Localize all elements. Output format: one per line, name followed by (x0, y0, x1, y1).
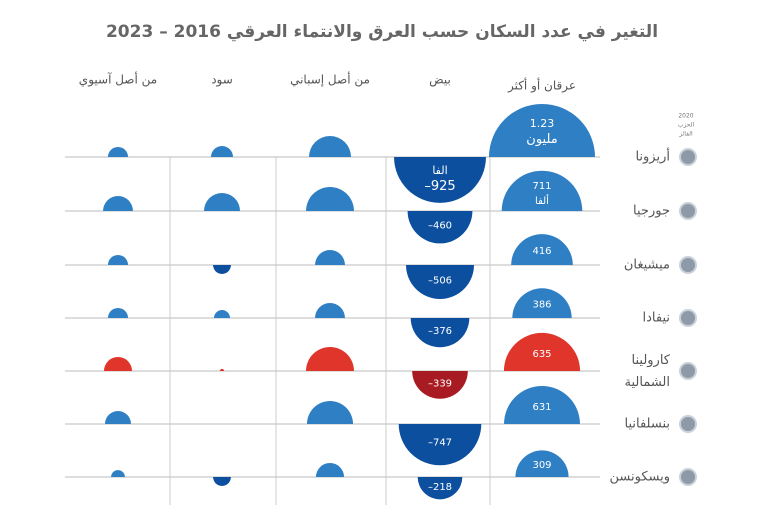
value-label: الفا –925 (424, 164, 455, 194)
party-icon (679, 148, 697, 166)
column-header: سود (211, 73, 233, 88)
semicircle (412, 371, 468, 399)
semicircle (309, 136, 351, 157)
semicircle (105, 411, 131, 424)
value-label: 711 ألفا (532, 181, 551, 207)
semicircle (213, 265, 231, 274)
semicircle (107, 146, 129, 157)
semicircle (512, 288, 572, 318)
value-label: 635 (532, 349, 551, 360)
value-label: 416 (532, 246, 551, 257)
note-text: الفائز (678, 131, 693, 138)
party-icon (679, 309, 697, 327)
party-icon (679, 202, 697, 220)
semicircle (306, 347, 354, 371)
semicircle (315, 250, 345, 265)
semicircle (406, 265, 474, 299)
semicircle (511, 234, 573, 265)
semicircle (210, 145, 234, 157)
semicircle (103, 196, 133, 211)
value-label: 631 (532, 402, 551, 413)
note-text: الحزب (678, 122, 695, 129)
semicircle (315, 462, 345, 477)
semicircle (219, 368, 225, 371)
semicircle (213, 477, 231, 486)
semicircle (410, 318, 470, 348)
row-label: ويسكونسن (610, 470, 671, 485)
semicircle (501, 170, 583, 211)
row-label: جورجيا (633, 204, 670, 219)
value-label: –218 (428, 482, 452, 493)
semicircle (203, 192, 241, 211)
value-label: 1.23 مليون (526, 117, 557, 147)
value-label: –376 (428, 326, 452, 337)
row-label: ميشيغان (624, 258, 670, 273)
row-label: بنسلفانيا (625, 417, 670, 432)
semicircle (306, 187, 354, 211)
semicircle (407, 211, 473, 244)
semicircle (107, 254, 129, 265)
semicircle (315, 303, 345, 318)
semicircle (515, 450, 569, 477)
semicircle (417, 477, 463, 500)
semicircle (103, 356, 133, 371)
row-label: أريزونا (635, 148, 670, 165)
semicircle (306, 401, 354, 424)
semicircle (111, 470, 125, 477)
semicircle (503, 332, 581, 371)
party-icon (679, 256, 697, 274)
column-header: عرقان أو أكثر (507, 78, 576, 94)
value-label: –339 (428, 379, 452, 390)
value-label: –747 (428, 438, 452, 449)
semicircle (214, 310, 230, 318)
chart-title: التغير في عدد السكان حسب العرق والانتماء… (106, 22, 658, 42)
column-header: من أصل آسيوي (79, 72, 157, 88)
row-label: كارولينا الشمالية (625, 353, 671, 390)
value-label: –460 (428, 221, 452, 232)
value-label: –506 (428, 275, 452, 286)
note-text: 2020 (678, 113, 693, 120)
semicircle (504, 386, 580, 424)
semicircle (489, 104, 595, 157)
semicircle (398, 424, 482, 466)
row-label: نيفادا (643, 311, 670, 326)
value-label: 386 (532, 300, 551, 311)
column-header: بيض (429, 73, 451, 88)
party-icon (679, 468, 697, 486)
column-header: من أصل إسباني (290, 72, 370, 88)
value-label: 309 (532, 460, 551, 471)
party-icon (679, 415, 697, 433)
semicircle (107, 307, 129, 318)
party-icon (679, 362, 697, 380)
semicircle (394, 157, 486, 203)
